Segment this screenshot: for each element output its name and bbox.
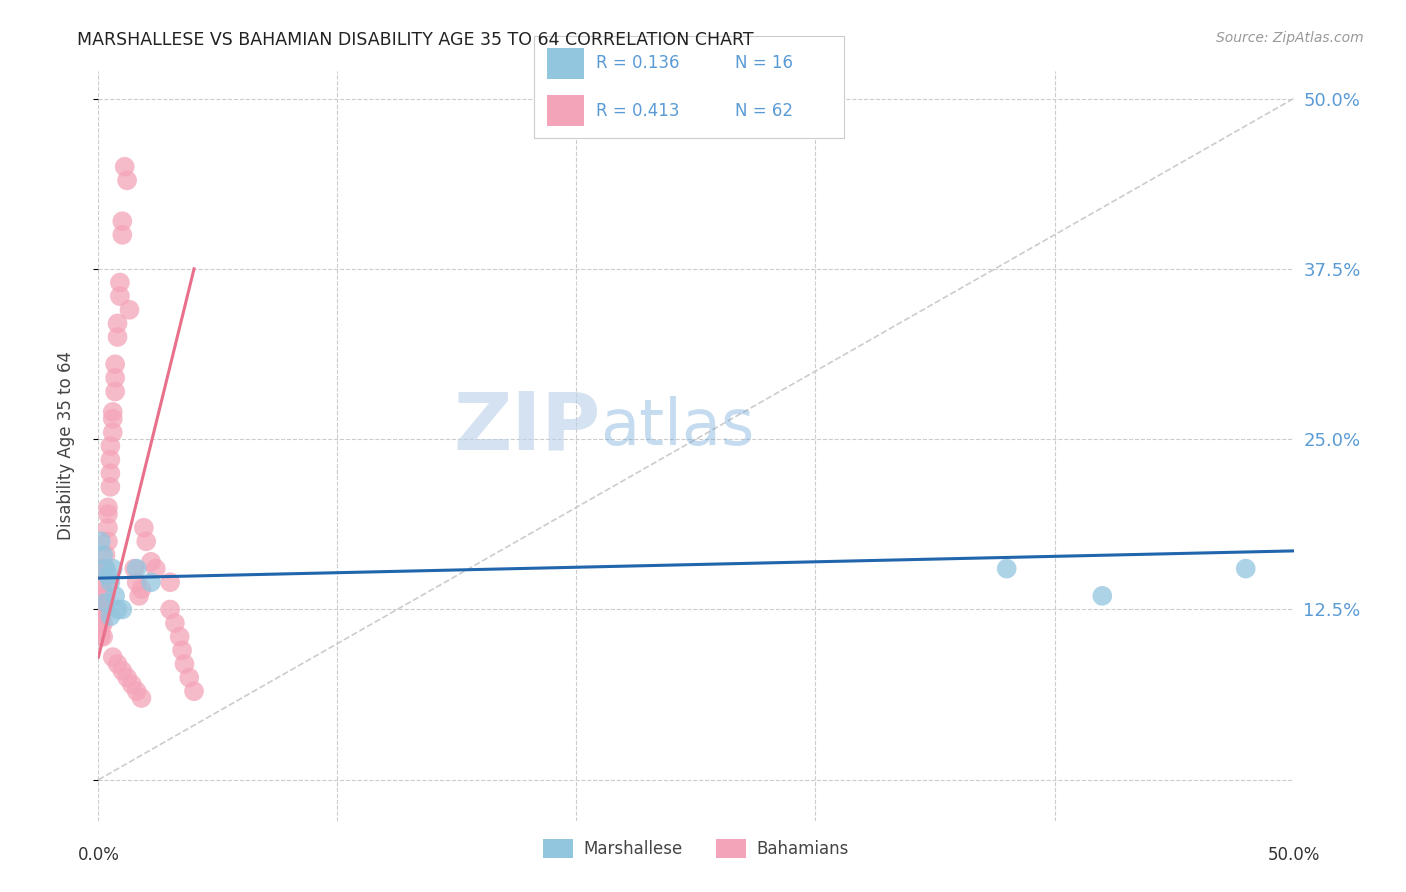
Text: 0.0%: 0.0% bbox=[77, 846, 120, 863]
Point bbox=[125, 575, 148, 590]
Point bbox=[90, 596, 112, 610]
Point bbox=[91, 630, 114, 644]
Point bbox=[94, 596, 117, 610]
Point bbox=[108, 276, 131, 290]
Point bbox=[94, 589, 117, 603]
Point bbox=[104, 589, 127, 603]
Point bbox=[98, 467, 122, 481]
Point bbox=[1091, 589, 1114, 603]
Point bbox=[97, 534, 120, 549]
Point bbox=[131, 691, 153, 706]
Point bbox=[98, 609, 122, 624]
Text: N = 62: N = 62 bbox=[735, 102, 793, 120]
Point bbox=[131, 582, 153, 596]
Point bbox=[183, 684, 205, 698]
Point bbox=[91, 561, 114, 575]
Point bbox=[124, 561, 146, 575]
Point bbox=[1234, 561, 1257, 575]
Point bbox=[135, 534, 157, 549]
Point bbox=[91, 548, 114, 562]
Point bbox=[169, 630, 191, 644]
Point bbox=[104, 357, 127, 371]
Bar bbox=[547, 95, 583, 126]
Point bbox=[91, 616, 114, 631]
Point bbox=[97, 521, 120, 535]
Point bbox=[125, 561, 148, 575]
Point bbox=[104, 384, 127, 399]
Point bbox=[94, 575, 117, 590]
Point bbox=[90, 623, 112, 637]
Text: N = 16: N = 16 bbox=[735, 54, 793, 72]
Text: atlas: atlas bbox=[600, 396, 755, 458]
Point bbox=[121, 677, 143, 691]
Point bbox=[97, 568, 120, 582]
Bar bbox=[547, 48, 583, 78]
Point bbox=[111, 227, 134, 242]
Point bbox=[101, 561, 124, 575]
Point bbox=[94, 602, 117, 616]
Point bbox=[101, 650, 124, 665]
Point bbox=[172, 643, 194, 657]
Text: Source: ZipAtlas.com: Source: ZipAtlas.com bbox=[1216, 31, 1364, 45]
Point bbox=[101, 411, 124, 425]
Point bbox=[98, 480, 122, 494]
Text: MARSHALLESE VS BAHAMIAN DISABILITY AGE 35 TO 64 CORRELATION CHART: MARSHALLESE VS BAHAMIAN DISABILITY AGE 3… bbox=[77, 31, 754, 49]
Point bbox=[145, 561, 167, 575]
Text: 50.0%: 50.0% bbox=[1267, 846, 1320, 863]
Point bbox=[139, 555, 162, 569]
Point bbox=[107, 657, 129, 671]
Point bbox=[101, 425, 124, 440]
Point bbox=[132, 521, 155, 535]
Point bbox=[94, 561, 117, 575]
Point bbox=[94, 548, 117, 562]
Y-axis label: Disability Age 35 to 64: Disability Age 35 to 64 bbox=[56, 351, 75, 541]
Point bbox=[97, 500, 120, 515]
Point bbox=[114, 160, 136, 174]
Point bbox=[115, 173, 138, 187]
Point bbox=[90, 630, 112, 644]
Point bbox=[159, 602, 181, 616]
Point bbox=[995, 561, 1018, 575]
Point bbox=[98, 452, 122, 467]
Point bbox=[90, 534, 112, 549]
Point bbox=[111, 664, 134, 678]
Point bbox=[125, 684, 148, 698]
Point bbox=[139, 575, 162, 590]
Point bbox=[159, 575, 181, 590]
Point bbox=[107, 602, 129, 616]
Point bbox=[118, 302, 141, 317]
Point bbox=[98, 439, 122, 453]
Point bbox=[91, 589, 114, 603]
Point bbox=[108, 289, 131, 303]
Legend: Marshallese, Bahamians: Marshallese, Bahamians bbox=[537, 832, 855, 864]
Point bbox=[97, 507, 120, 521]
Point bbox=[94, 561, 117, 575]
Point bbox=[115, 671, 138, 685]
Point bbox=[179, 671, 201, 685]
Text: R = 0.413: R = 0.413 bbox=[596, 102, 679, 120]
Point bbox=[98, 575, 122, 590]
Point bbox=[104, 371, 127, 385]
Point bbox=[90, 609, 112, 624]
Point bbox=[91, 575, 114, 590]
Point bbox=[173, 657, 195, 671]
Point bbox=[91, 602, 114, 616]
Point bbox=[111, 214, 134, 228]
Text: R = 0.136: R = 0.136 bbox=[596, 54, 679, 72]
Text: ZIP: ZIP bbox=[453, 388, 600, 467]
Point bbox=[107, 317, 129, 331]
Point bbox=[111, 602, 134, 616]
Point bbox=[101, 405, 124, 419]
Point bbox=[90, 616, 112, 631]
Point bbox=[128, 589, 150, 603]
Point bbox=[107, 330, 129, 344]
Point bbox=[163, 616, 186, 631]
